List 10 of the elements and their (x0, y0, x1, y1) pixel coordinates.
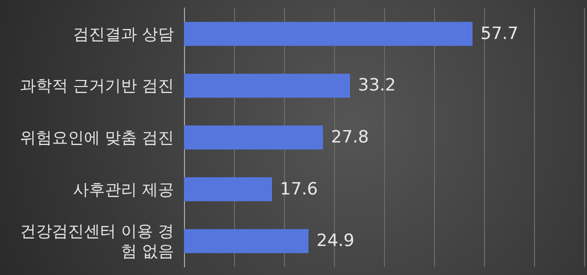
data-label: 17.6 (280, 179, 318, 200)
y-tick-label: 사후관리 제공 (72, 180, 174, 199)
y-tick-label: 건강검진센터 이용 경험 없음 (20, 222, 174, 261)
y-tick-label: 위험요인에 맞춤 검진 (20, 128, 174, 147)
data-label: 27.8 (331, 128, 369, 148)
y-tick-label: 검진결과 상담 (72, 24, 174, 44)
data-label: 57.7 (480, 24, 518, 44)
y-tick-label: 과학적 근거기반 검진 (20, 76, 174, 96)
data-label: 33.2 (358, 76, 396, 96)
data-label: 24.9 (316, 231, 354, 252)
